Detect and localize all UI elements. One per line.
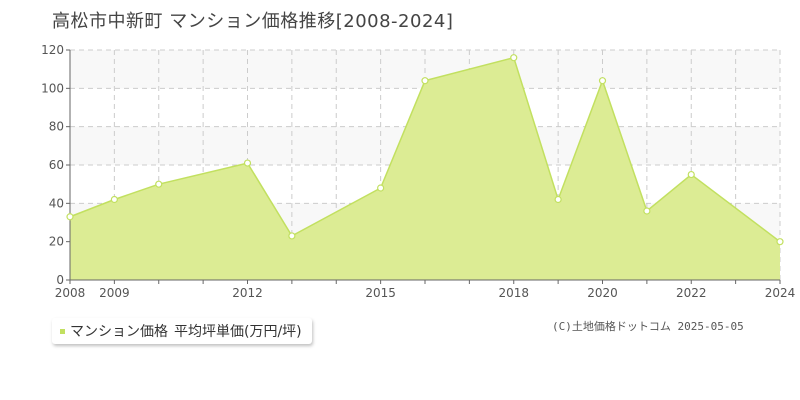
legend-label: マンション価格 — [70, 324, 168, 340]
y-tick-label: 40 — [49, 196, 64, 210]
legend: マンション価格 平均坪単価(万円/坪) — [52, 318, 312, 344]
data-point — [598, 77, 607, 85]
data-point — [377, 184, 385, 192]
y-tick-label: 60 — [49, 158, 64, 172]
axes — [66, 49, 781, 284]
data-point — [110, 195, 118, 204]
y-tick-label: 0 — [56, 273, 64, 287]
y-tick-label: 100 — [41, 81, 64, 95]
x-tick-label: 2012 — [232, 286, 263, 300]
data-point — [643, 207, 651, 215]
data-point — [66, 213, 74, 221]
data-point — [510, 54, 518, 62]
y-tick-label: 120 — [41, 43, 64, 57]
x-tick-label: 2015 — [365, 286, 396, 300]
data-points — [66, 54, 784, 246]
y-tick-label: 20 — [49, 235, 64, 249]
x-tick-label: 2009 — [99, 286, 130, 300]
data-point — [243, 159, 252, 167]
x-tick-label: 2022 — [676, 286, 707, 300]
y-tick-label: 80 — [49, 120, 64, 134]
copyright-text: (C)土地価格ドットコム 2025-05-05 — [552, 320, 744, 333]
price-area — [70, 57, 780, 280]
y-tick-labels: 0 20 40 60 80 100 120 — [41, 43, 64, 287]
x-tick-label: 2018 — [498, 286, 529, 300]
price-area-chart: 0 20 40 60 80 100 120 2008 2009 2012 2015 2018 2020… — [41, 43, 796, 300]
chart-title: 高松市中新町 マンション価格推移[2008-2024] — [52, 11, 454, 32]
data-point — [554, 195, 562, 204]
x-tick-label: 2008 — [55, 286, 86, 300]
data-point — [776, 238, 784, 246]
x-tick-labels: 2008 2009 2012 2015 2018 2020 2022 2024 — [55, 286, 796, 300]
data-point — [155, 180, 163, 188]
legend-unit-label: 平均坪単価(万円/坪) — [174, 324, 302, 340]
legend-marker — [60, 328, 65, 334]
x-tick-label: 2020 — [587, 286, 618, 300]
data-point — [288, 232, 296, 240]
x-tick-label: 2024 — [765, 286, 796, 300]
data-point — [421, 77, 429, 85]
data-point — [687, 170, 695, 179]
